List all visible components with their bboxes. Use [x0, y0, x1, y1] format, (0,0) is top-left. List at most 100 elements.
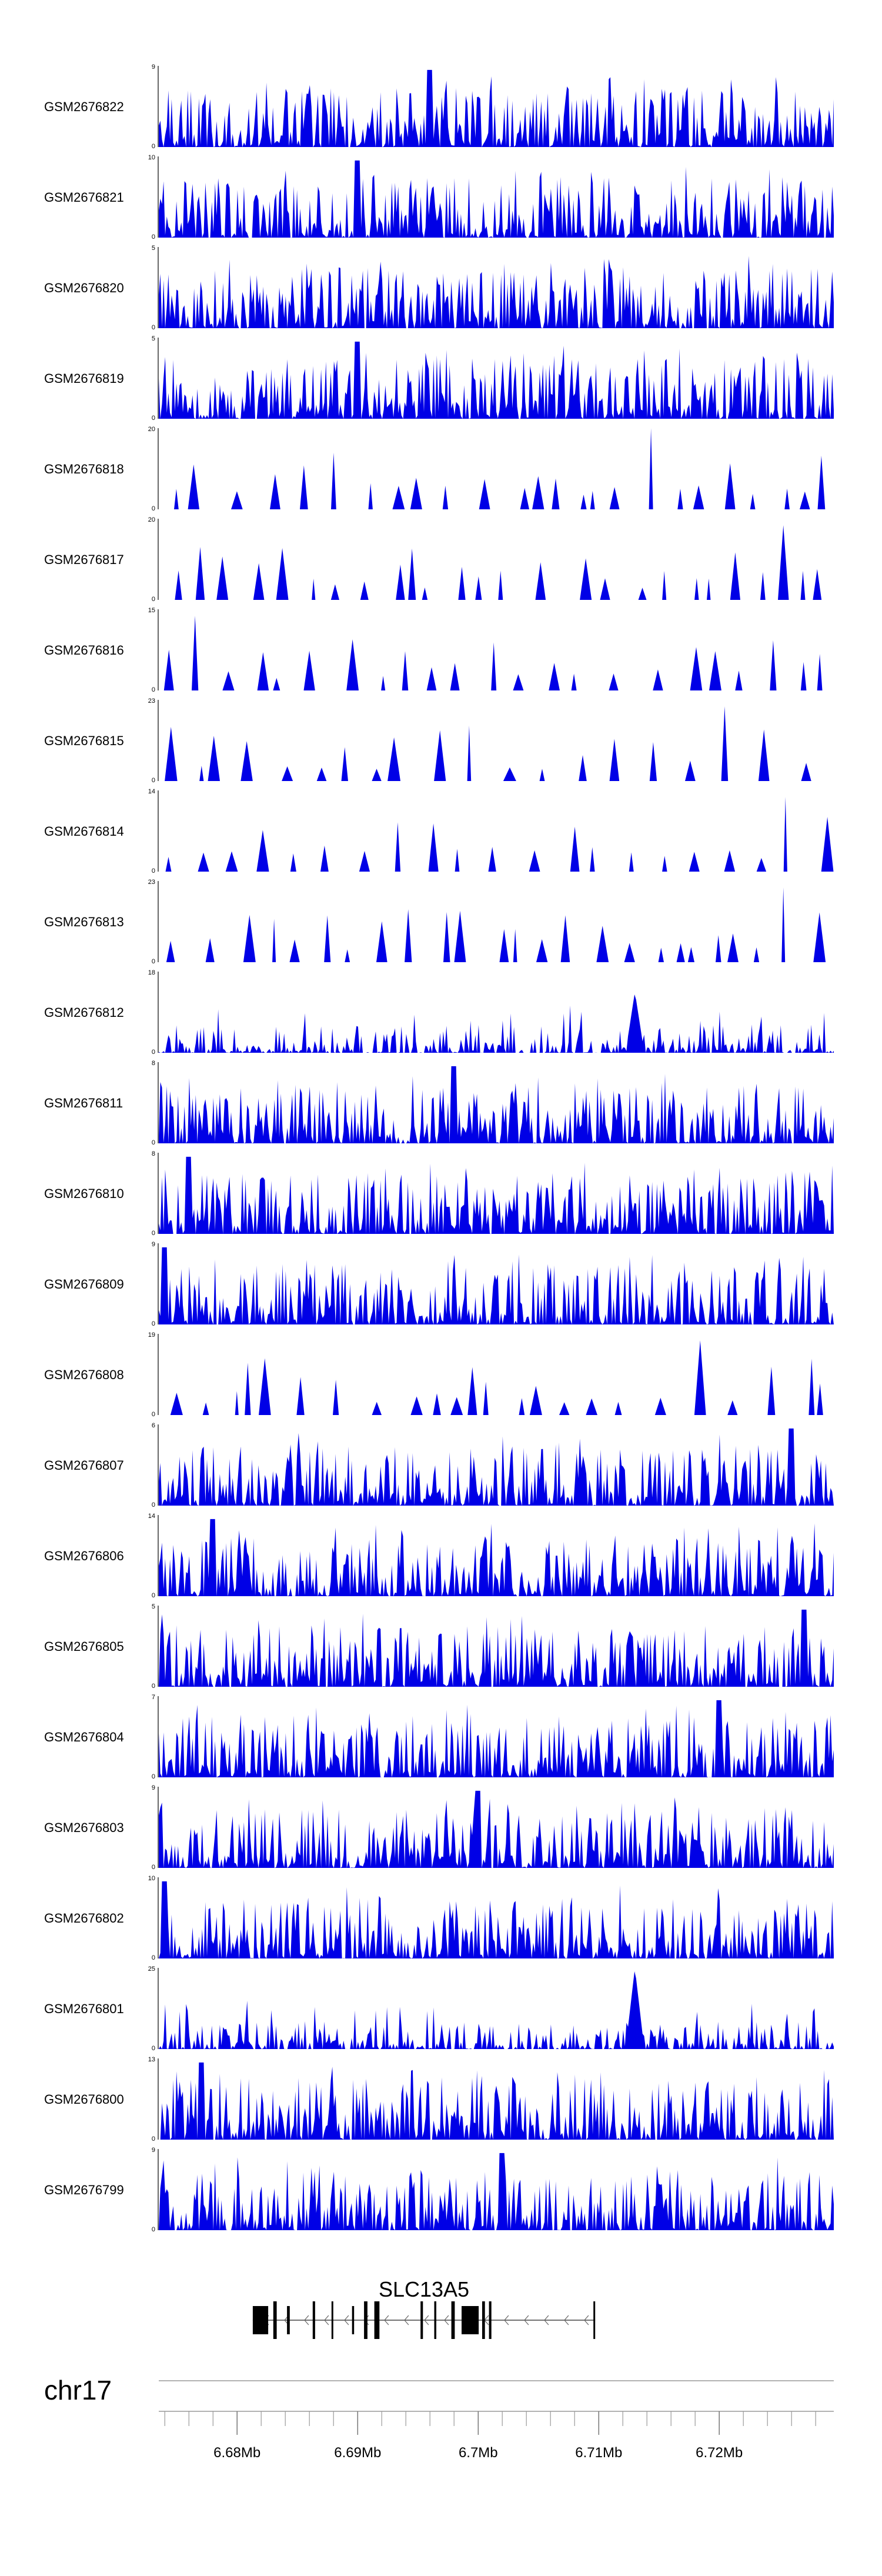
- track-ymin-label: 0: [152, 1954, 155, 1961]
- track-ymin-label: 0: [152, 1592, 155, 1599]
- track-GSM2676805: GSM2676805 5 0: [44, 1603, 834, 1690]
- track-ymin-label: 0: [152, 233, 155, 241]
- track-ymin-label: 0: [152, 2045, 155, 2052]
- track-GSM2676821: GSM2676821 10 0: [44, 154, 834, 241]
- track-label: GSM2676815: [44, 733, 124, 748]
- gene-exon: [420, 2301, 423, 2339]
- track-ymax-label: 13: [148, 2056, 155, 2063]
- coverage-area: [159, 428, 834, 509]
- gene-exon: [482, 2301, 485, 2339]
- track-ymin-label: 0: [152, 958, 155, 965]
- track-GSM2676817: GSM2676817 20 0: [44, 516, 834, 603]
- gene-strand-chevron: [324, 2315, 329, 2325]
- track-label: GSM2676822: [44, 99, 124, 114]
- track-ymin-label: 0: [152, 415, 155, 422]
- track-GSM2676802: GSM2676802 10 0: [44, 1875, 834, 1961]
- track-GSM2676818: GSM2676818 20 0: [44, 426, 834, 512]
- track-GSM2676801: GSM2676801 25 0: [44, 1966, 834, 2052]
- track-GSM2676813: GSM2676813 23 0: [44, 879, 834, 965]
- coverage-area: [159, 2062, 834, 2140]
- gene-exon: [331, 2301, 333, 2339]
- track-ymax-label: 20: [148, 516, 155, 523]
- track-label: GSM2676814: [44, 824, 124, 839]
- genome-axis: chr17 6.68Mb 6.69Mb 6.7Mb 6.71Mb 6.72Mb: [44, 2375, 834, 2461]
- track-ymax-label: 25: [148, 1966, 155, 1973]
- track-ymin-label: 0: [152, 1773, 155, 1780]
- track-ymin-label: 0: [152, 1864, 155, 1871]
- track-ymax-label: 14: [148, 1513, 155, 1520]
- coverage-area: [159, 1881, 834, 1958]
- track-GSM2676816: GSM2676816 15 0: [44, 607, 834, 693]
- track-label: GSM2676806: [44, 1549, 124, 1563]
- coverage-area: [159, 1971, 834, 2049]
- coverage-area: [159, 797, 834, 872]
- track-ymax-label: 9: [152, 64, 155, 71]
- coverage-area: [159, 1428, 834, 1506]
- coverage-area: [159, 1519, 834, 1596]
- coverage-area: [159, 1156, 834, 1234]
- coverage-area: [159, 1700, 834, 1777]
- track-label: GSM2676812: [44, 1005, 124, 1020]
- track-ymax-label: 7: [152, 1694, 155, 1701]
- coverage-area: [159, 1066, 834, 1143]
- track-label: GSM2676801: [44, 2001, 124, 2016]
- chromosome-label: chr17: [44, 2375, 112, 2405]
- track-ymax-label: 23: [148, 698, 155, 705]
- track-GSM2676810: GSM2676810 8 0: [44, 1150, 834, 1237]
- track-ymin-label: 0: [152, 324, 155, 331]
- gene-exon: [364, 2301, 368, 2339]
- gene-strand-chevron: [444, 2315, 449, 2325]
- gene-strand-chevron: [404, 2315, 409, 2325]
- track-GSM2676814: GSM2676814 14 0: [44, 788, 834, 875]
- track-ymin-label: 0: [152, 1411, 155, 1418]
- coverage-tracks: GSM267682290GSM2676821100GSM267682050GSM…: [44, 64, 834, 2233]
- track-ymax-label: 19: [148, 1332, 155, 1339]
- track-GSM2676812: GSM2676812 18 0: [44, 969, 834, 1056]
- coverage-area: [159, 887, 834, 962]
- track-GSM2676822: GSM2676822 9 0: [44, 64, 834, 150]
- track-label: GSM2676800: [44, 2092, 124, 2107]
- track-ymin-label: 0: [152, 686, 155, 693]
- gene-exon: [462, 2306, 479, 2334]
- track-ymax-label: 8: [152, 1150, 155, 1157]
- track-GSM2676799: GSM2676799 9 0: [44, 2147, 834, 2233]
- track-ymax-label: 8: [152, 1060, 155, 1067]
- track-ymax-label: 14: [148, 788, 155, 795]
- track-ymin-label: 0: [152, 1230, 155, 1237]
- track-label: GSM2676820: [44, 281, 124, 295]
- coverage-area: [159, 616, 834, 690]
- axis-tick-label: 6.72Mb: [696, 2445, 743, 2461]
- track-ymax-label: 9: [152, 2147, 155, 2154]
- gene-name-label: SLC13A5: [379, 2277, 469, 2301]
- axis-tick-label: 6.68Mb: [213, 2445, 260, 2461]
- track-label: GSM2676805: [44, 1639, 124, 1654]
- track-label: GSM2676807: [44, 1458, 124, 1473]
- track-label: GSM2676809: [44, 1277, 124, 1292]
- coverage-area: [159, 341, 834, 419]
- gene-exon: [252, 2306, 269, 2334]
- gene-strand-chevron: [524, 2315, 529, 2325]
- track-ymax-label: 5: [152, 1603, 155, 1610]
- coverage-area: [159, 1609, 834, 1687]
- track-ymax-label: 9: [152, 1241, 155, 1248]
- track-GSM2676819: GSM2676819 5 0: [44, 335, 834, 422]
- axis-tick-label: 6.7Mb: [459, 2445, 498, 2461]
- coverage-area: [159, 706, 834, 781]
- gene-strand-chevron: [564, 2315, 569, 2325]
- track-ymin-label: 0: [152, 867, 155, 875]
- gene-exon: [374, 2301, 380, 2339]
- track-ymin-label: 0: [152, 505, 155, 512]
- track-ymin-label: 0: [152, 1683, 155, 1690]
- track-label: GSM2676818: [44, 462, 124, 476]
- axis-tick-label: 6.71Mb: [575, 2445, 622, 2461]
- track-label: GSM2676802: [44, 1911, 124, 1926]
- track-label: GSM2676819: [44, 371, 124, 386]
- gene-exon: [451, 2301, 455, 2339]
- gene-exon: [273, 2301, 277, 2339]
- coverage-area: [159, 994, 834, 1053]
- track-ymax-label: 5: [152, 245, 155, 252]
- gene-strand-chevron: [584, 2315, 589, 2325]
- gene-exon: [352, 2306, 355, 2334]
- track-GSM2676807: GSM2676807 6 0: [44, 1422, 834, 1509]
